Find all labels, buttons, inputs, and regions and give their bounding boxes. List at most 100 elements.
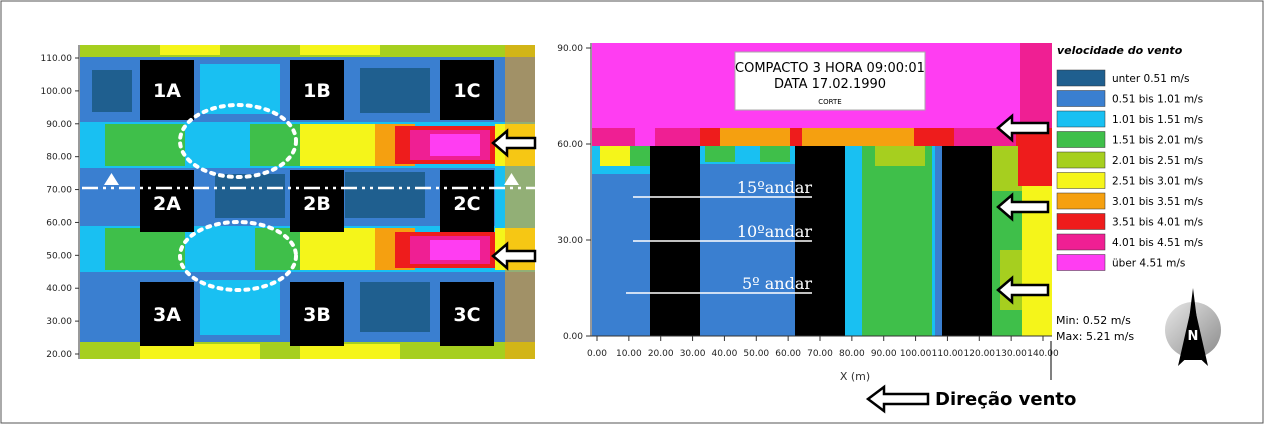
- plan-wind-band2-green: [105, 228, 185, 270]
- building-2C: 2C: [440, 170, 494, 232]
- section-roof-strip-orange: [720, 128, 790, 146]
- x-tick-label: 40.00: [712, 349, 738, 359]
- section-x-axis: 0.00 10.00 20.00 30.00 40.00 50.00 60.00 70.00 8…: [587, 336, 1059, 359]
- x-tick-label: 50.00: [743, 349, 769, 359]
- plan-wind-band1-magenta: [430, 134, 480, 156]
- section-roof-strip-red: [790, 128, 802, 146]
- wind-direction-arrow-icon: [865, 384, 930, 414]
- x-tick-label: 130.00: [995, 349, 1027, 359]
- section-lower-yellow: [600, 146, 630, 166]
- legend-label: 1.51 bis 2.01 m/s: [1112, 135, 1203, 147]
- section-right-red: [1018, 146, 1052, 186]
- plan-edge-orange: [505, 45, 535, 359]
- floor-label-10: 10ºandar: [737, 222, 813, 241]
- plan-band-bottom-yellow: [300, 344, 400, 359]
- y-tick-label: 20.00: [46, 350, 72, 360]
- section-upper-edge: [1020, 43, 1052, 128]
- plan-wind-band1-green: [105, 124, 185, 166]
- legend-label: 3.01 bis 3.51 m/s: [1112, 196, 1203, 208]
- section-marker-right: [504, 173, 519, 185]
- legend-swatch: [1056, 172, 1106, 189]
- section-roof-strip-red: [700, 128, 720, 146]
- legend-swatch: [1056, 213, 1106, 230]
- plan-y-axis: 110.00 100.00 90.00 80.00 70.00 60.00 50.00 40.…: [41, 45, 80, 360]
- highlight-ellipse-lower: [178, 220, 298, 292]
- plan-wind-band2-green: [255, 228, 300, 270]
- y-tick-label: 100.00: [41, 87, 73, 97]
- section-right-lime: [992, 146, 1022, 191]
- building-label: 2C: [453, 193, 480, 215]
- section-marker-left: [104, 173, 119, 185]
- section-y-axis: 90.00 60.00 30.00 0.00: [557, 44, 591, 342]
- stat-max: Max: 5.21 m/s: [1056, 330, 1134, 343]
- info-box-line2: DATA 17.02.1990: [774, 77, 886, 92]
- section-building: [942, 146, 992, 336]
- legend-swatch: [1056, 254, 1106, 271]
- plan-zone-row2-dark: [345, 172, 425, 218]
- wind-direction-indicator: Direção vento: [865, 341, 1076, 414]
- building-label: 3A: [153, 304, 181, 326]
- plan-wind-band2-magenta: [430, 240, 480, 260]
- legend-label: 1.01 bis 1.51 m/s: [1112, 114, 1203, 126]
- x-tick-label: 90.00: [871, 349, 897, 359]
- plan-buildings: 1A 1B 1C 2A 2B 2C: [140, 60, 494, 346]
- section-lower-green: [705, 146, 735, 162]
- building-label: 3B: [303, 304, 331, 326]
- legend-label: 2.01 bis 2.51 m/s: [1112, 155, 1203, 167]
- x-tick-label: 120.00: [964, 349, 996, 359]
- x-tick-label: 20.00: [648, 349, 674, 359]
- legend-label: 4.01 bis 4.51 m/s: [1112, 237, 1203, 249]
- section-view-panel: 15ºandar 10ºandar 5º andar COMPACTO 3 HO…: [557, 43, 1221, 383]
- info-box: COMPACTO 3 HORA 09:00:01 DATA 17.02.1990…: [734, 51, 926, 111]
- legend-label: 0.51 bis 1.01 m/s: [1112, 94, 1203, 106]
- section-gap-lime: [875, 146, 925, 166]
- wind-arrow-icon: [996, 192, 1050, 222]
- plan-band-top-yellow: [300, 45, 380, 55]
- plan-view-panel: 1A 1B 1C 2A 2B 2C: [41, 45, 537, 360]
- plan-zone-row3-dark: [360, 282, 430, 332]
- legend-items: unter 0.51 m/s 0.51 bis 1.01 m/s 1.01 bis …: [1056, 69, 1203, 271]
- y-tick-label: 90.00: [46, 120, 72, 130]
- x-tick-label: 70.00: [807, 349, 833, 359]
- section-lower-green: [630, 146, 650, 166]
- building-label: 1C: [453, 80, 480, 102]
- building-label: 2B: [303, 193, 331, 215]
- building-label: 3C: [453, 304, 480, 326]
- x-tick-label: 100.00: [900, 349, 932, 359]
- x-tick-label: 30.00: [680, 349, 706, 359]
- legend-swatch: [1056, 151, 1106, 169]
- legend-swatch: [1056, 90, 1106, 107]
- x-tick-label: 10.00: [616, 349, 642, 359]
- highlight-ellipse-upper: [178, 103, 298, 179]
- y-tick-label: 50.00: [46, 251, 72, 261]
- building-3C: 3C: [440, 282, 494, 346]
- section-roof-strip-magenta: [635, 128, 655, 146]
- y-tick-label: 90.00: [557, 44, 583, 54]
- floor-label-15: 15ºandar: [737, 178, 813, 197]
- plan-zone-row2-dark: [215, 174, 285, 218]
- y-tick-label: 30.00: [46, 317, 72, 327]
- x-tick-label: 0.00: [587, 349, 607, 359]
- section-roof-strip-red: [914, 128, 954, 146]
- floor-label-5: 5º andar: [742, 274, 812, 293]
- wind-arrow-icon: [996, 113, 1050, 143]
- section-roof-strip-pink: [954, 128, 994, 146]
- building-1C: 1C: [440, 60, 494, 120]
- stat-min: Min: 0.52 m/s: [1056, 314, 1131, 327]
- building-label: 1B: [303, 80, 331, 102]
- building-3B: 3B: [290, 282, 344, 346]
- y-tick-label: 80.00: [46, 153, 72, 163]
- section-x-axis-label: X (m): [840, 370, 870, 383]
- legend-swatch: [1056, 110, 1106, 128]
- building-2B: 2B: [290, 170, 344, 232]
- wind-arrow-icon: [491, 241, 537, 271]
- section-lower-green: [760, 146, 790, 162]
- info-box-line3: CORTE: [818, 98, 841, 106]
- plan-band-bottom-yellow: [140, 344, 260, 359]
- section-gap-green: [862, 146, 932, 336]
- legend: velocidade do vento unter 0.51 m/s 0.51 b…: [1056, 44, 1203, 271]
- building-2A: 2A: [140, 170, 194, 232]
- plan-band-top-yellow: [160, 45, 220, 55]
- x-tick-label: 60.00: [775, 349, 801, 359]
